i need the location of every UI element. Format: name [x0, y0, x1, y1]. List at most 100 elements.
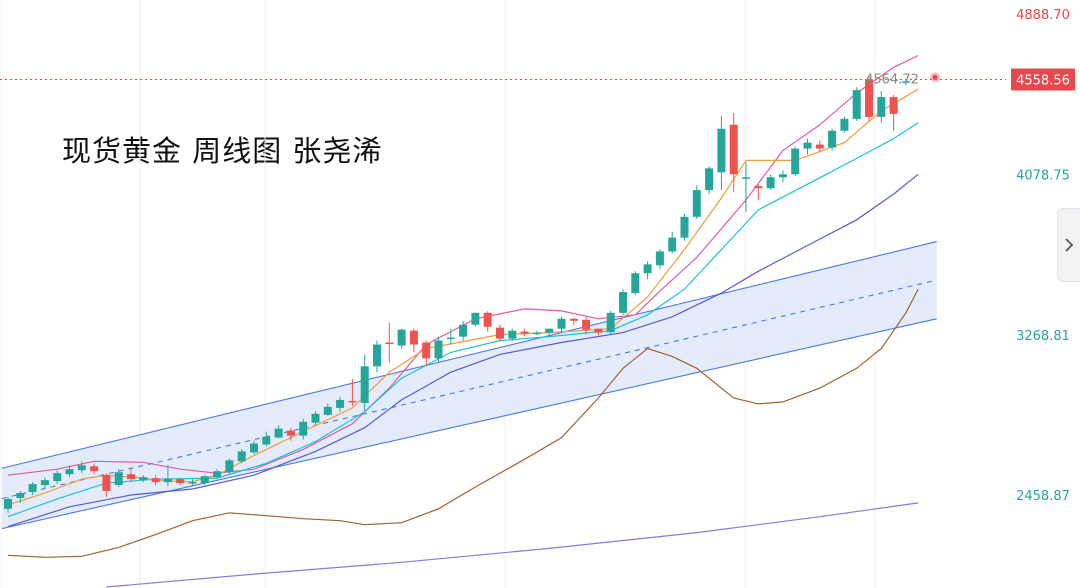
candle: [803, 138, 812, 155]
candle: [459, 320, 468, 341]
candle: [373, 340, 381, 373]
candle: [446, 328, 455, 345]
candle: [569, 317, 578, 325]
candle: [742, 162, 750, 212]
candle-body: [90, 466, 99, 472]
candle-body: [336, 399, 345, 408]
candle-body: [127, 474, 135, 480]
candle-body: [803, 142, 812, 149]
candle-body: [459, 324, 468, 337]
collapse-panel-button[interactable]: [1057, 208, 1080, 282]
candle-body: [692, 190, 701, 217]
candle-body: [311, 413, 320, 423]
candle-body: [545, 328, 554, 333]
candle: [65, 465, 74, 478]
candle: [606, 310, 615, 335]
candle: [16, 491, 25, 503]
candle: [176, 478, 185, 486]
candle-body: [569, 318, 578, 321]
candle: [594, 328, 603, 336]
candle: [127, 469, 135, 483]
candle-body: [373, 344, 381, 367]
bollinger-upper-line: [7, 54, 919, 476]
candle-body: [742, 177, 750, 179]
candle-body: [471, 312, 480, 325]
candle: [348, 379, 357, 406]
ma-longest-line: [106, 502, 919, 588]
ma5-line: [7, 88, 919, 506]
candle-body: [668, 237, 677, 252]
candle: [102, 473, 111, 497]
candle-body: [4, 498, 12, 509]
high-price-marker: 4564.72: [865, 72, 919, 87]
candle: [77, 461, 86, 474]
candle: [360, 354, 369, 412]
candle: [397, 328, 406, 349]
candle: [815, 140, 824, 153]
candle: [151, 475, 160, 486]
candle-body: [323, 406, 332, 415]
candle-body: [53, 473, 62, 482]
candle: [705, 166, 714, 195]
candle-body: [840, 118, 849, 131]
candle-body: [557, 318, 566, 329]
candle: [496, 324, 504, 342]
price-tick-label: 4888.70: [1016, 8, 1070, 23]
candle-body: [754, 186, 763, 189]
candle-body: [631, 273, 640, 294]
candle-body: [225, 460, 234, 473]
candle: [557, 316, 566, 333]
candle: [655, 249, 664, 270]
candle: [422, 340, 431, 367]
candle-body: [594, 328, 603, 333]
candle: [865, 76, 873, 121]
candle: [139, 475, 148, 483]
candle: [213, 469, 222, 480]
candle-body: [114, 472, 123, 486]
candle-body: [434, 340, 443, 359]
candle: [828, 128, 837, 151]
candle-body: [274, 428, 283, 438]
candle: [877, 91, 886, 123]
candle: [545, 328, 554, 337]
candle-body: [176, 479, 185, 484]
candle-body: [16, 492, 25, 498]
candle-body: [102, 475, 111, 492]
candle-body: [828, 130, 837, 148]
channel-fill: [1, 241, 937, 529]
candle-body: [901, 81, 910, 83]
candle-body: [65, 469, 74, 475]
ma-long-line: [7, 288, 919, 558]
candle-body: [766, 177, 775, 189]
candle: [680, 213, 689, 241]
candle-body: [213, 471, 222, 478]
candle-body: [889, 97, 898, 114]
chart-title: 现货黄金 周线图 张尧浠: [62, 134, 383, 168]
last-price-value: 4558.56: [1016, 74, 1070, 89]
candle: [274, 425, 283, 439]
candle: [483, 311, 492, 332]
candle-body: [299, 421, 308, 436]
candle-body: [815, 144, 824, 149]
candle-body: [655, 251, 664, 266]
candle: [852, 87, 861, 121]
candle-body: [77, 465, 86, 471]
candle: [409, 328, 418, 353]
candle: [323, 403, 332, 416]
candle-body: [643, 264, 652, 274]
candle: [582, 316, 591, 335]
candle: [336, 396, 345, 412]
candle-body: [28, 484, 37, 492]
candle: [40, 477, 49, 490]
candle-body: [483, 312, 492, 327]
channel-upper-line: [1, 241, 937, 469]
candle: [28, 482, 37, 495]
candle-body: [606, 312, 615, 333]
candle: [311, 411, 320, 425]
candle: [385, 322, 394, 363]
candle-body: [582, 319, 591, 330]
candle-body: [360, 366, 369, 403]
candle: [508, 328, 517, 341]
candle-body: [262, 436, 271, 445]
